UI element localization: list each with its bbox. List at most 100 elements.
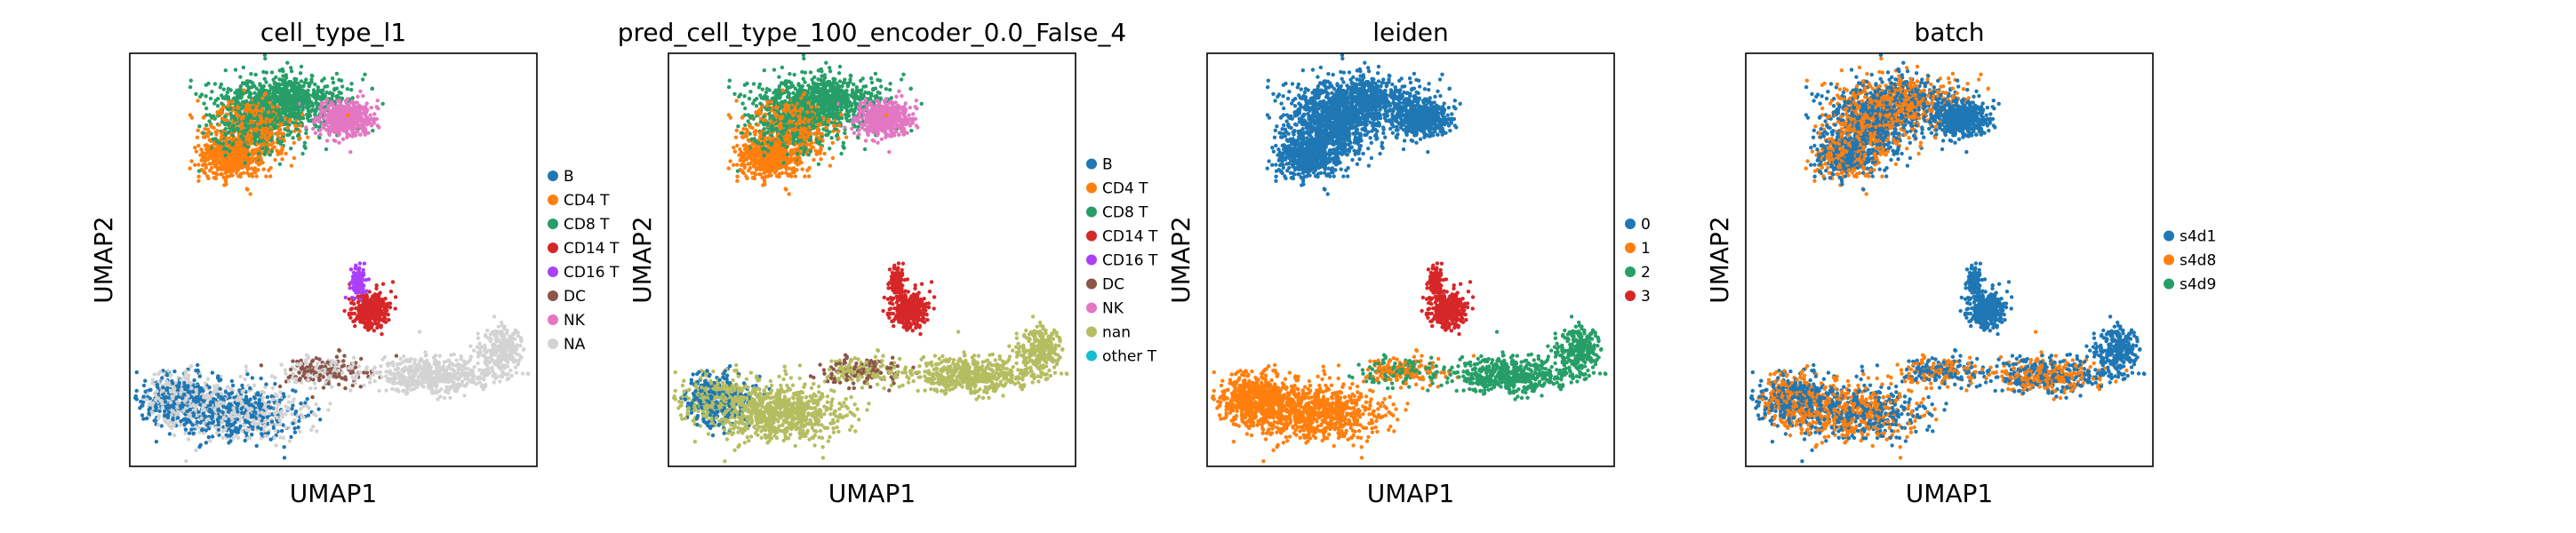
scatter-point: [229, 115, 234, 119]
scatter-point: [465, 381, 469, 386]
scatter-point: [363, 105, 368, 109]
scatter-point: [317, 378, 323, 382]
scatter-point: [164, 420, 169, 425]
scatter-point: [196, 399, 201, 403]
scatter-point: [156, 371, 161, 377]
scatter-point: [240, 390, 244, 394]
scatter-point: [202, 407, 206, 411]
scatter-point: [469, 372, 474, 377]
scatter-point: [285, 60, 290, 65]
scatter-point: [436, 369, 441, 373]
scatter-point: [362, 125, 366, 130]
scatter-point: [254, 134, 259, 139]
scatter-point: [349, 366, 354, 370]
scatter-point: [391, 378, 396, 383]
scatter-point: [228, 423, 233, 428]
scatter-point: [230, 169, 235, 173]
scatter-point: [291, 376, 295, 380]
scatter-point: [144, 416, 149, 421]
scatter-point: [291, 400, 295, 404]
scatter-point: [241, 104, 245, 109]
scatter-point: [238, 84, 244, 89]
scatter-point: [259, 376, 263, 381]
scatter-point: [220, 120, 225, 124]
scatter-point: [268, 113, 273, 118]
scatter-point: [198, 420, 203, 425]
scatter-point: [321, 375, 325, 379]
scatter-point: [204, 123, 209, 128]
scatter-point: [199, 147, 204, 152]
scatter-point: [306, 135, 310, 139]
scatter-point: [355, 100, 359, 105]
scatter-point: [258, 124, 262, 130]
scatter-point: [255, 391, 260, 395]
scatter-point: [451, 368, 456, 372]
scatter-point: [245, 372, 250, 377]
scatter-point: [323, 367, 327, 372]
scatter-point: [231, 137, 236, 141]
scatter-point: [248, 107, 252, 112]
scatter-point: [331, 109, 335, 115]
scatter-point: [220, 401, 226, 405]
scatter-point: [252, 113, 257, 118]
scatter-point: [188, 113, 193, 117]
scatter-point: [155, 389, 159, 394]
scatter-point: [310, 358, 316, 363]
scatter-point: [207, 119, 212, 123]
scatter-point: [325, 117, 330, 122]
scatter-point: [210, 370, 215, 375]
scatter-point: [235, 127, 239, 131]
scatter-point: [255, 116, 260, 121]
scatter-point: [215, 139, 220, 144]
scatter-point: [346, 113, 350, 117]
scatter-point: [168, 400, 173, 405]
scatter-point: [211, 413, 215, 418]
scatter-point: [223, 132, 228, 137]
scatter-point: [293, 410, 299, 414]
scatter-point: [279, 111, 284, 115]
scatter-point: [298, 123, 303, 128]
scatter-point: [250, 376, 255, 380]
scatter-point: [223, 127, 228, 131]
scatter-point: [177, 382, 181, 386]
scatter-point: [332, 105, 337, 110]
scatter-point: [172, 369, 177, 374]
scatter-point: [267, 404, 271, 410]
scatter-point: [375, 99, 380, 103]
scatter-point: [194, 369, 198, 373]
scatter-point: [364, 302, 369, 306]
scatter-point: [350, 130, 355, 134]
scatter-point: [259, 363, 264, 368]
scatter-point: [375, 298, 380, 303]
scatter-point: [382, 307, 387, 312]
scatter-point: [306, 101, 310, 106]
scatter-point: [200, 427, 204, 433]
scatter-point: [227, 441, 231, 445]
scatter-point: [164, 373, 170, 378]
scatter-point: [311, 411, 316, 416]
scatter-point: [253, 401, 258, 405]
scatter-point: [235, 139, 239, 145]
scatter-point: [268, 174, 273, 179]
scatter-point: [244, 116, 249, 121]
scatter-point: [369, 123, 374, 128]
scatter-point: [198, 402, 203, 407]
scatter-point: [223, 115, 228, 119]
scatter-point: [343, 386, 348, 391]
scatter-point: [274, 89, 278, 93]
scatter-point: [353, 323, 357, 329]
scatter-point: [303, 358, 308, 362]
scatter-point: [230, 436, 236, 441]
scatter-point: [189, 386, 194, 391]
scatter-point: [382, 354, 388, 360]
scatter-point: [138, 406, 142, 410]
scatter-point: [235, 417, 240, 422]
scatter-point: [220, 131, 224, 136]
scatter-point: [189, 159, 194, 163]
scatter-point: [307, 84, 311, 89]
scatter-point: [225, 90, 230, 95]
scatter-point: [300, 102, 305, 107]
scatter-point: [253, 72, 258, 77]
scatter-point: [254, 443, 259, 449]
scatter-point: [394, 354, 399, 358]
